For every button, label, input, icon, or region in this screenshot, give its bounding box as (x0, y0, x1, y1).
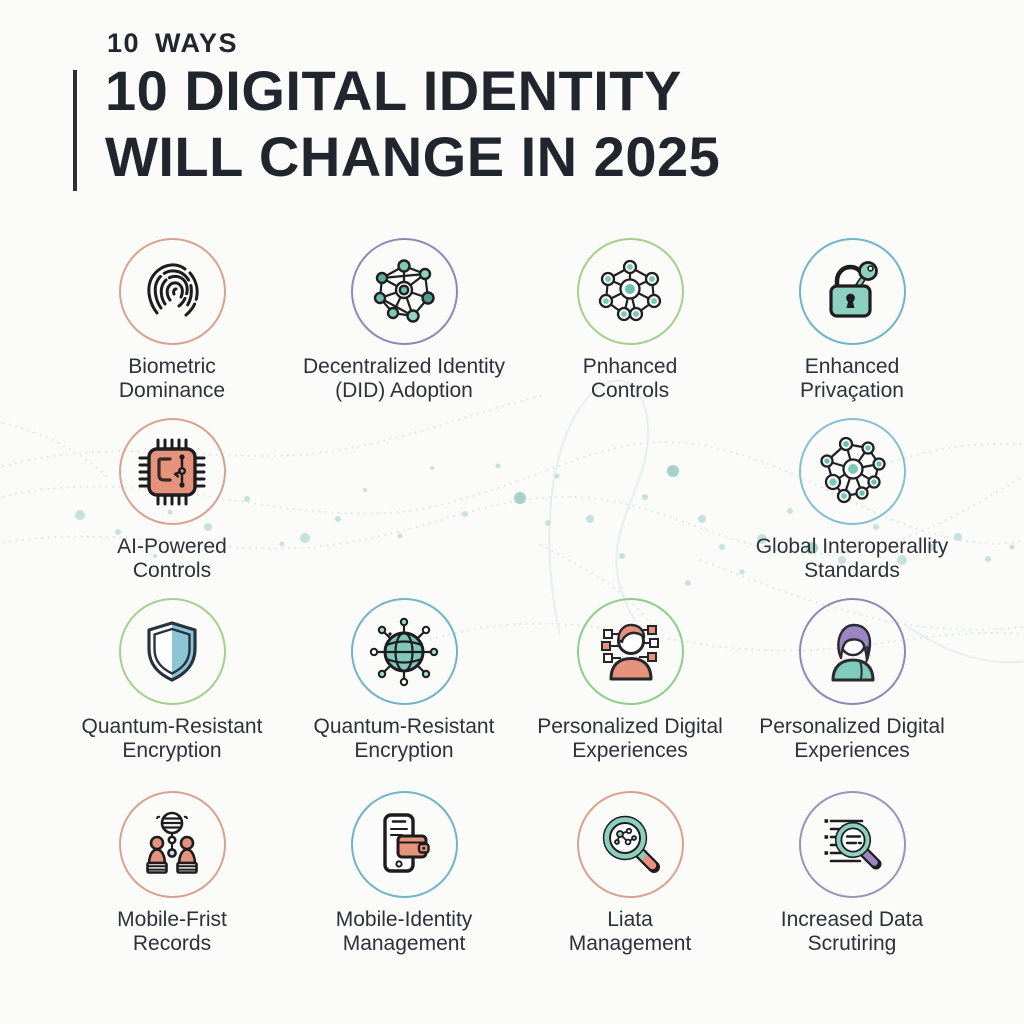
item-label: Decentralized Identity (DID) Adoption (284, 355, 524, 402)
item-quantum-encryption-shield: Quantum-Resistant Encryption (52, 598, 292, 762)
icon-ring (798, 418, 906, 525)
icon-ring (576, 791, 684, 898)
magnifier-network-icon (602, 815, 660, 873)
page-title: 10 DIGITAL IDENTITY WILL CHANGE IN 2025 (105, 58, 720, 190)
item-biometric-dominance: Biometric Dominance (52, 238, 292, 402)
title-accent-bar (73, 70, 77, 191)
item-label: Biometric Dominance (52, 355, 292, 402)
item-label-line1: Enhanced (804, 355, 900, 378)
item-label-line1: Pnhanced (582, 355, 678, 378)
item-label-line2: Experiences (794, 738, 910, 762)
item-label-line2: Dominance (118, 378, 226, 402)
network-nodes-icon (373, 258, 435, 323)
fingerprint-icon (147, 262, 199, 316)
person-avatar-icon (831, 623, 875, 681)
item-mobile-identity-management: Mobile-Identity Management (284, 791, 524, 955)
item-label-line2: Scrutiring (807, 931, 897, 955)
item-label-line1: Quantum-Resistant (313, 715, 495, 738)
item-label-line2: Controls (132, 558, 212, 582)
item-ai-powered-controls: AI-Powered Controls (52, 418, 292, 582)
item-label-line2: Management (568, 931, 692, 955)
icon-ring (576, 238, 684, 345)
cpu-chip-icon (138, 438, 206, 505)
item-label-line2: Privaçation (800, 378, 904, 402)
item-personalized-experiences-1: Personalized Digital Experiences (510, 598, 750, 762)
item-label: Quantum-Resistant Encryption (284, 715, 524, 762)
person-network-icon (601, 623, 659, 680)
item-decentralized-identity: Decentralized Identity (DID) Adoption (284, 238, 524, 402)
icon-ring (350, 598, 458, 705)
item-personalized-experiences-2: Personalized Digital Experiences (732, 598, 972, 762)
icon-ring (118, 598, 226, 705)
item-label-line2: Management (342, 931, 466, 955)
title-line-2: WILL CHANGE IN 2025 (105, 125, 721, 188)
icon-ring (798, 791, 906, 898)
item-label-line2: Records (132, 931, 212, 955)
padlock-key-icon (829, 260, 878, 318)
item-label: Pnhanced Controls (510, 355, 750, 402)
item-global-interoperability: Global Interoperallity Standards (732, 418, 972, 582)
network-ring-nodes-icon (598, 259, 662, 321)
item-label-line1: Decentralized Identity (303, 355, 505, 378)
item-label: Mobile-Frist Records (52, 908, 292, 955)
connected-globe-icon (369, 617, 439, 686)
item-label-line1: AI-Powered (117, 535, 227, 558)
item-label: Mobile-Identity Management (284, 908, 524, 955)
item-label: Personalized Digital Experiences (732, 715, 972, 762)
item-label-line1: Mobile-Identity (335, 908, 473, 931)
shield-icon (147, 620, 197, 682)
item-label-line1: Global Interoperallity (755, 535, 949, 558)
item-label-line1: Increased Data (780, 908, 924, 931)
title-eyebrow: 10 WAYS (107, 28, 239, 58)
item-label-line2: (DID) Adoption (335, 378, 473, 402)
item-label-line2: Encryption (122, 738, 222, 762)
network-ring-nodes-icon (820, 436, 886, 503)
item-increased-data-scrutiny: Increased Data Scrutiring (732, 791, 972, 955)
item-label-line2: Standards (804, 558, 900, 582)
title-line-1: 10 DIGITAL IDENTITY (105, 59, 682, 122)
icon-ring (118, 791, 226, 898)
icon-ring (118, 238, 226, 345)
icon-ring (576, 598, 684, 705)
item-label: Quantum-Resistant Encryption (52, 715, 292, 762)
item-label-line1: Personalized Digital (759, 715, 945, 738)
item-label-line1: Biometric (128, 355, 216, 378)
icon-ring (798, 598, 906, 705)
item-label-line1: Personalized Digital (537, 715, 723, 738)
item-label-line1: Mobile-Frist (117, 908, 227, 931)
item-data-management-search: Liata Management (510, 791, 750, 955)
item-label-line2: Controls (590, 378, 670, 402)
item-label-line1: Liata (607, 908, 653, 931)
pawn-figures-icon (146, 811, 198, 874)
item-enhanced-controls: Pnhanced Controls (510, 238, 750, 402)
item-label: Global Interoperallity Standards (732, 535, 972, 582)
item-label: Personalized Digital Experiences (510, 715, 750, 762)
item-enhanced-privacy: Enhanced Privaçation (732, 238, 972, 402)
item-label-line1: Quantum-Resistant (81, 715, 263, 738)
item-label: Enhanced Privaçation (732, 355, 972, 402)
magnifier-document-icon (824, 818, 882, 869)
item-label: Increased Data Scrutiring (732, 908, 972, 955)
icon-ring (798, 238, 906, 345)
icon-ring (350, 791, 458, 898)
item-label-line2: Experiences (572, 738, 688, 762)
item-label: Liata Management (510, 908, 750, 955)
item-label-line2: Encryption (354, 738, 454, 762)
item-quantum-encryption-globe: Quantum-Resistant Encryption (284, 598, 524, 762)
phone-wallet-icon (383, 812, 430, 873)
item-mobile-first-records: Mobile-Frist Records (52, 791, 292, 955)
icon-ring (118, 418, 226, 525)
icon-ring (350, 238, 458, 345)
item-label: AI-Powered Controls (52, 535, 292, 582)
